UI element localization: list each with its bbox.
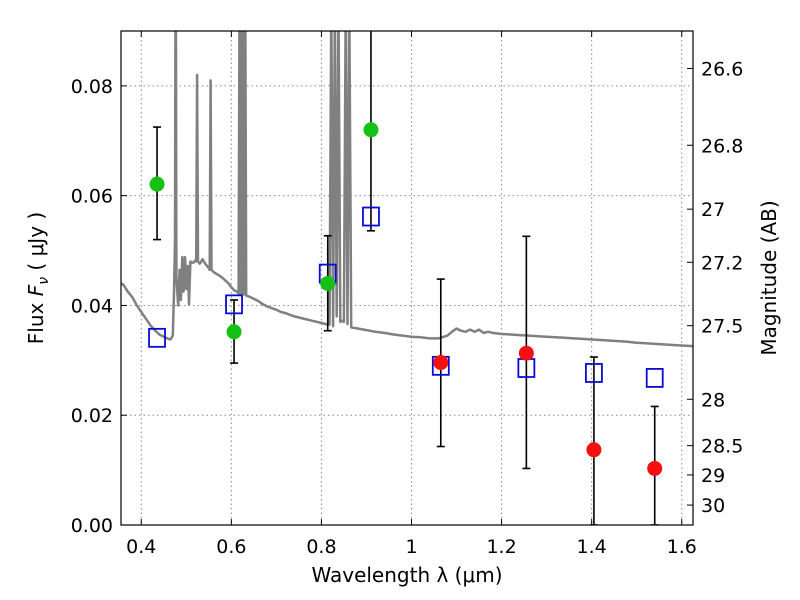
y-tick-label: 0.02 [71,405,113,427]
y-axis-label-symbol: F [24,284,48,296]
x-tick-label: 1.4 [577,536,607,558]
x-tick-label: 1 [405,536,417,558]
x-tick-label: 1.6 [667,536,697,558]
model-photometry-square [362,206,380,227]
observed-point-green [363,122,379,138]
axis-ticks: 0.4 0.6 0.8 1 1.2 1.4 1.6 0.00 0.02 0.04 0.06 0.08 2… [71,31,743,558]
y2-tick-label: 30 [701,495,725,517]
y-tick-label: 0.08 [71,76,113,98]
plot-frame [120,30,694,526]
spectrum-line [121,31,693,348]
x-tick-label: 0.8 [306,536,336,558]
observed-point-red [518,345,534,361]
model-photometry-square [148,327,166,348]
model-photometry-square [645,367,664,388]
y-axis-label: Flux Fν ( μJy ) [24,212,52,344]
observed-point-green [320,275,336,291]
y2-tick-label: 27 [701,199,725,221]
y-axis-label-subscript: ν [36,277,52,285]
y-tick-label: 0.06 [71,186,113,208]
y2-tick-label: 28 [701,389,725,411]
x-tick-label: 1.2 [486,536,516,558]
observed-point-red [433,355,449,371]
y2-tick-label: 29 [701,465,725,487]
y2-tick-label: 27.2 [701,252,743,274]
error-bars [153,31,659,525]
observed-point-green [149,176,165,192]
y2-tick-label: 27.5 [701,316,743,338]
data-markers [148,122,664,476]
y-axis-label-suffix: ( μJy ) [24,212,48,277]
y-tick-label: 0.00 [71,515,113,537]
observed-point-green [226,324,242,340]
grid-lines [121,31,693,526]
observed-point-red [586,442,602,458]
y2-axis-label: Magnitude (AB) [757,200,781,355]
x-tick-label: 0.6 [216,536,246,558]
y-tick-label: 0.04 [71,295,113,317]
y2-tick-label: 26.6 [701,58,743,80]
observed-point-red [647,460,663,476]
x-axis-label: Wavelength λ (μm) [311,563,502,587]
model-spectrum [121,31,693,348]
model-photometry-square [225,294,243,315]
y-axis-label-prefix: Flux [24,296,48,344]
model-photometry-square [585,363,603,383]
y2-tick-label: 26.8 [701,135,743,157]
y2-tick-label: 28.5 [701,436,743,458]
x-tick-label: 0.4 [126,536,156,558]
